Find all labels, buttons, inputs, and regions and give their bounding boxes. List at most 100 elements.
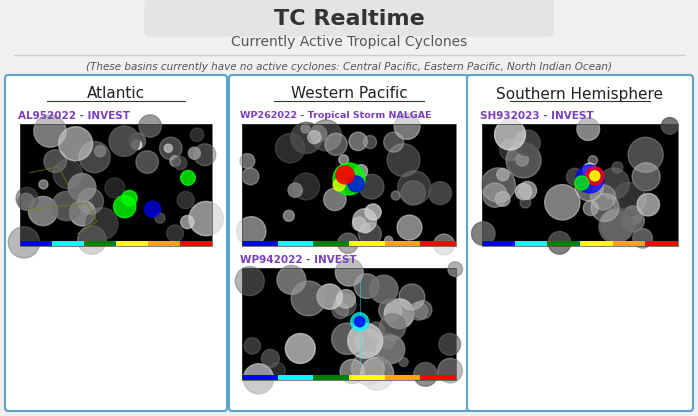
Circle shape (621, 209, 644, 232)
Circle shape (613, 182, 646, 215)
Circle shape (340, 359, 364, 384)
Circle shape (29, 196, 58, 225)
Circle shape (364, 136, 377, 149)
Circle shape (244, 364, 274, 394)
Circle shape (494, 119, 526, 150)
Circle shape (269, 362, 285, 379)
Bar (482, 124, 678, 246)
Circle shape (355, 165, 368, 177)
Circle shape (16, 187, 38, 209)
Bar (242, 268, 456, 380)
Bar (385, 375, 420, 380)
Circle shape (662, 118, 678, 134)
Circle shape (401, 181, 426, 205)
Text: WP262022 - Tropical Storm NALGAE: WP262022 - Tropical Storm NALGAE (240, 111, 431, 121)
Circle shape (601, 208, 635, 242)
Circle shape (591, 185, 616, 210)
Circle shape (86, 208, 118, 240)
Circle shape (399, 357, 408, 366)
Circle shape (350, 313, 369, 331)
Circle shape (370, 275, 398, 303)
Text: WP942022 - INVEST: WP942022 - INVEST (240, 255, 357, 265)
Circle shape (514, 130, 540, 156)
Circle shape (336, 166, 354, 184)
Text: (These basins currently have no active cyclones: Central Pacific, Eastern Pacifi: (These basins currently have no active c… (86, 62, 612, 72)
Circle shape (283, 210, 295, 221)
FancyBboxPatch shape (145, 0, 553, 36)
Bar (278, 375, 313, 380)
Circle shape (414, 362, 438, 386)
Circle shape (237, 217, 266, 246)
Circle shape (483, 183, 507, 207)
Circle shape (348, 323, 383, 358)
Circle shape (506, 143, 541, 178)
Bar (547, 241, 580, 246)
Circle shape (338, 233, 358, 253)
Circle shape (410, 302, 428, 320)
Circle shape (94, 146, 106, 157)
Circle shape (334, 294, 356, 316)
Circle shape (244, 338, 260, 354)
Circle shape (277, 265, 306, 294)
Circle shape (70, 200, 96, 226)
Circle shape (577, 118, 600, 141)
Circle shape (324, 188, 346, 210)
Circle shape (174, 156, 187, 170)
Circle shape (333, 179, 345, 191)
Circle shape (365, 204, 381, 220)
Circle shape (339, 155, 348, 165)
Text: Currently Active Tropical Cyclones: Currently Active Tropical Cyclones (231, 35, 467, 49)
Circle shape (628, 137, 663, 172)
Circle shape (336, 290, 355, 308)
Circle shape (317, 284, 342, 309)
Circle shape (311, 120, 341, 151)
Circle shape (77, 188, 103, 214)
Circle shape (352, 209, 376, 233)
Bar (180, 241, 212, 246)
Circle shape (121, 191, 137, 206)
Bar (20, 124, 212, 246)
Circle shape (235, 267, 265, 296)
Circle shape (310, 126, 327, 142)
Circle shape (167, 225, 184, 242)
Circle shape (576, 165, 604, 193)
Circle shape (189, 201, 223, 236)
Bar (52, 241, 84, 246)
Circle shape (515, 183, 532, 200)
Circle shape (292, 173, 320, 200)
Circle shape (164, 144, 172, 152)
Circle shape (612, 162, 623, 173)
Bar (20, 241, 52, 246)
Circle shape (392, 191, 400, 200)
Circle shape (361, 223, 371, 233)
Circle shape (359, 174, 384, 199)
Circle shape (160, 137, 182, 160)
Circle shape (500, 139, 521, 161)
Circle shape (355, 317, 364, 327)
Bar (242, 375, 278, 380)
Circle shape (136, 151, 158, 173)
Bar (420, 375, 456, 380)
Circle shape (376, 335, 405, 364)
Circle shape (170, 156, 181, 166)
Circle shape (544, 185, 580, 220)
Bar (242, 124, 456, 246)
FancyBboxPatch shape (5, 75, 227, 411)
Bar (580, 241, 613, 246)
Circle shape (332, 302, 348, 319)
Circle shape (155, 213, 165, 223)
Circle shape (379, 299, 401, 322)
Circle shape (79, 141, 110, 173)
Circle shape (177, 191, 194, 209)
Bar (313, 241, 349, 246)
Circle shape (590, 171, 600, 181)
Bar (148, 241, 180, 246)
Circle shape (301, 124, 310, 133)
Circle shape (361, 357, 394, 390)
Circle shape (68, 173, 96, 201)
Circle shape (262, 349, 279, 367)
Text: TC Realtime: TC Realtime (274, 9, 424, 29)
Circle shape (591, 193, 619, 222)
Bar (646, 241, 678, 246)
Circle shape (358, 223, 381, 245)
